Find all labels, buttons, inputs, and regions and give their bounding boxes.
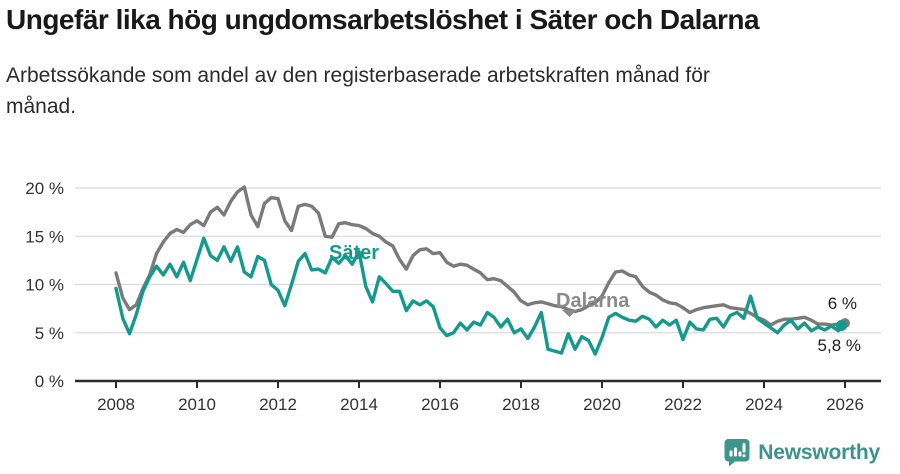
x-tick-label: 2014	[340, 395, 378, 414]
x-tick-label: 2010	[178, 395, 216, 414]
x-tick-label: 2012	[259, 395, 297, 414]
x-axis-labels: 2008 2010 2012 2014 2016 2018 2020 2022 2024 2026	[97, 395, 864, 414]
sater-series-label: Säter	[329, 242, 379, 264]
x-tick-label: 2018	[502, 395, 540, 414]
x-tick-label: 2020	[583, 395, 621, 414]
page-subtitle-line1: Arbetssökande som andel av den registerb…	[6, 64, 710, 87]
sater-end-dot	[836, 320, 847, 332]
newsworthy-logo-icon	[724, 439, 750, 467]
page-title: Ungefär lika hög ungdomsarbetslöshet i S…	[6, 4, 760, 35]
y-tick-label: 0 %	[35, 372, 64, 391]
page-subtitle-line2: månad.	[6, 95, 77, 118]
x-tick-label: 2026	[826, 395, 864, 414]
y-tick-label: 20 %	[25, 179, 64, 198]
sater-end-value-label: 5,8 %	[818, 336, 861, 355]
x-tick-label: 2008	[97, 395, 135, 414]
gridlines	[75, 187, 881, 334]
x-axis	[75, 379, 881, 388]
x-tick-label: 2022	[664, 395, 702, 414]
y-axis-labels: 0 % 5 % 10 % 15 % 20 %	[25, 179, 64, 391]
x-tick-label: 2016	[421, 395, 459, 414]
dalarna-end-value-label: 6 %	[828, 294, 857, 313]
x-tick-label: 2024	[745, 395, 783, 414]
dalarna-label-caret-icon	[562, 310, 577, 317]
y-tick-label: 10 %	[25, 276, 64, 295]
brand-name: Newsworthy	[758, 440, 880, 464]
dalarna-line	[114, 185, 847, 327]
y-tick-label: 5 %	[35, 324, 64, 343]
page-subtitle: Arbetssökande som andel av den registerb…	[6, 60, 886, 122]
sater-line	[114, 236, 847, 356]
y-tick-label: 15 %	[25, 227, 64, 246]
dalarna-series-label: Dalarna	[556, 290, 630, 312]
brand-footer: Newsworthy	[724, 438, 880, 467]
